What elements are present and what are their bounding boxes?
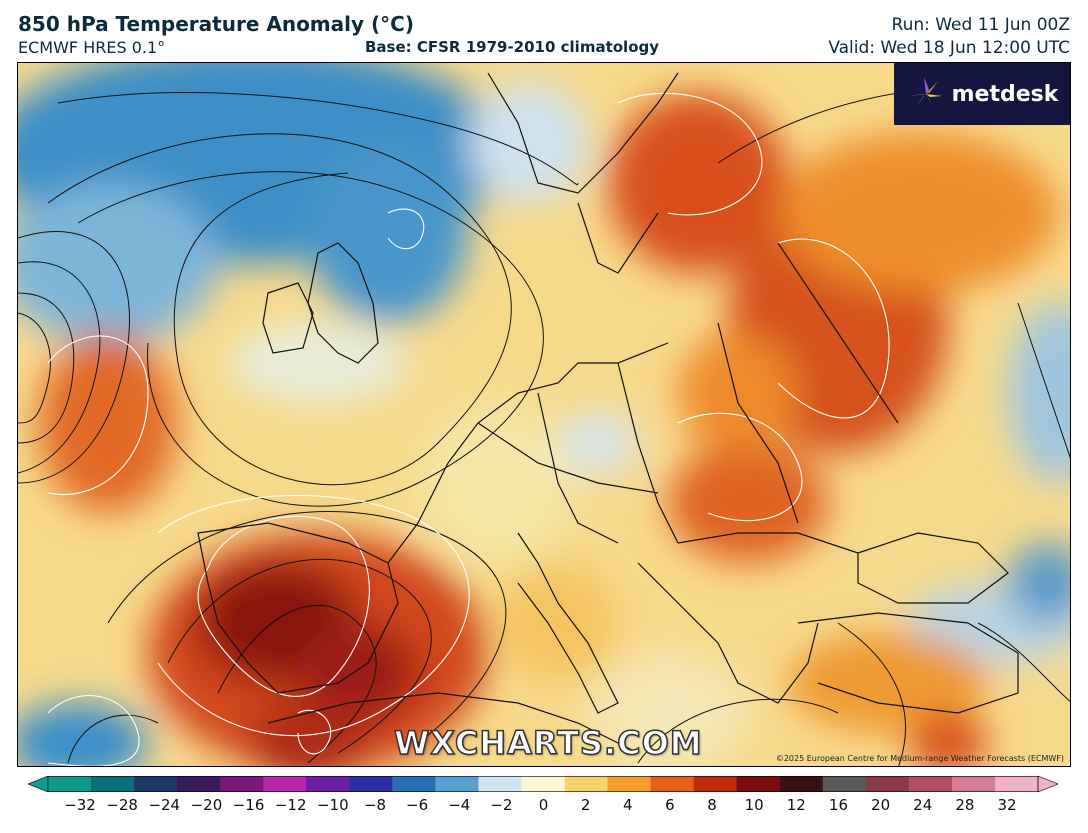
colorbar-segment <box>521 776 566 792</box>
colorbar-tick-label: 16 <box>828 796 848 814</box>
colorbar-tick-label: 20 <box>871 796 891 814</box>
colorbar-tick-label: 24 <box>913 796 933 814</box>
colorbar-border <box>47 776 1039 792</box>
colorbar-segment <box>134 776 178 792</box>
colorbar-tick-label: −16 <box>232 796 265 814</box>
anomaly-shading <box>18 63 1070 766</box>
colorbar-segment <box>865 776 910 792</box>
colorbar-max-arrow <box>1037 776 1058 792</box>
colorbar-tick-label: 8 <box>707 796 717 814</box>
colorbar-segment <box>822 776 867 792</box>
colorbar-segment <box>478 776 522 792</box>
colorbar-tick-label: −24 <box>148 796 181 814</box>
chart-title: 850 hPa Temperature Anomaly (°C) <box>18 12 414 36</box>
anomaly-map: metdesk WXCHARTS.COM ©2025 European Cent… <box>17 62 1071 767</box>
colorbar-segment <box>650 776 695 792</box>
colorbar-segment <box>779 776 824 792</box>
metdesk-pinwheel-icon <box>909 77 942 108</box>
watermark: WXCHARTS.COM <box>393 723 703 763</box>
colorbar-tick-label: 12 <box>786 796 806 814</box>
coastlines <box>197 72 1019 754</box>
colorbar-tick-label: −32 <box>64 796 96 814</box>
colorbar-tick-label: −8 <box>363 796 387 814</box>
colorbar-tick-label: 6 <box>665 796 675 814</box>
colorbar-segment <box>435 776 479 792</box>
colorbar-segment <box>349 776 393 792</box>
map-canvas <box>18 63 1070 766</box>
colorbar-ticks: −32 −28 −24 −20 −16 −12 −10 −8 −6 −4 −2 0 2 4 6 8 10 12 16… <box>0 796 1088 820</box>
colorbar-segment <box>693 776 738 792</box>
colorbar-tick-label: 10 <box>744 796 764 814</box>
colorbar-tick-label: 4 <box>622 796 633 814</box>
valid-time: Valid: Wed 18 Jun 12:00 UTC <box>828 38 1070 58</box>
colorbar-tick-label: −20 <box>190 796 223 814</box>
colorbar-tick-label: −10 <box>316 796 349 814</box>
colorbar-segment <box>908 776 953 792</box>
colorbar-segment <box>177 776 221 792</box>
colorbar-min-arrow <box>28 776 49 792</box>
colorbar-segment <box>736 776 781 792</box>
colorbar-segment <box>607 776 652 792</box>
colorbar-segment <box>564 776 609 792</box>
colorbar-tick-label: −28 <box>106 796 138 814</box>
colorbar-segment <box>91 776 135 792</box>
colorbar-tick-label: −6 <box>406 796 429 814</box>
colorbar-segment <box>306 776 350 792</box>
colorbar-segment <box>951 776 996 792</box>
colorbar-segments <box>28 776 1058 792</box>
logo-text: metdesk <box>951 81 1059 107</box>
run-time: Run: Wed 11 Jun 00Z <box>891 15 1070 35</box>
model-name: ECMWF HRES 0.1° <box>18 38 166 57</box>
colorbar-tick-label: −2 <box>490 796 513 814</box>
climatology-base: Base: CFSR 1979-2010 climatology <box>365 38 660 56</box>
colorbar-tick-label: 32 <box>997 796 1017 814</box>
colorbar-tick-label: 0 <box>538 796 549 814</box>
colorbar-tick-label: 28 <box>955 796 975 814</box>
colorbar-tick-label: −4 <box>448 796 471 814</box>
colorbar-tick-label: 2 <box>580 796 591 814</box>
metdesk-logo: metdesk <box>894 63 1070 125</box>
copyright-notice: ©2025 European Centre for Medium-range W… <box>775 754 1064 763</box>
colorbar-segment <box>48 776 92 792</box>
colorbar <box>28 776 1058 792</box>
colorbar-tick-label: −12 <box>274 796 307 814</box>
colorbar-segment <box>994 776 1039 792</box>
colorbar-segment <box>263 776 307 792</box>
colorbar-segment <box>220 776 264 792</box>
colorbar-segment <box>392 776 436 792</box>
